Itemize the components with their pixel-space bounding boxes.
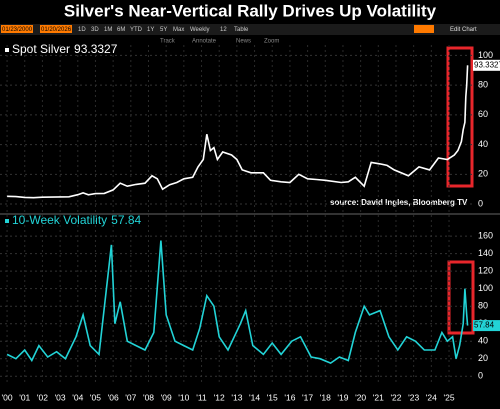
x-tick-label: '12 [214,392,225,402]
button-bg [414,25,434,33]
y-tick-label: 80 [478,301,488,311]
y-tick-label: 0 [478,198,483,208]
x-tick-label: '08 [143,392,154,402]
last-value-label: 57.84 [474,321,495,330]
source: source: David Ingles, Bloomberg TV [330,198,468,207]
x-tick-label: '01 [19,392,30,402]
end-date[interactable]: 01/20/2026 [41,27,72,33]
toolbar-button[interactable]: YTD [130,27,143,33]
chart-tool[interactable]: Track [160,39,176,45]
x-tick-label: '02 [37,392,48,402]
x-tick-label: '24 [426,392,437,402]
edit-chart[interactable]: Edit Chart [450,27,477,33]
toolbar-button[interactable]: 3D [91,27,99,33]
y-tick-label: 60 [478,109,488,119]
y-tick-label: 20 [478,353,488,363]
x-tick-label: '13 [231,392,242,402]
start-date[interactable]: 01/23/2000 [2,27,33,33]
x-tick-label: '09 [161,392,172,402]
y-tick-label: 40 [478,336,488,346]
x-tick-label: '17 [302,392,313,402]
x-tick-label: '11 [196,392,207,402]
date-box [1,25,33,33]
toolbar-button[interactable]: Max [173,27,184,33]
highlight-box [447,260,475,335]
x-tick-label: '21 [373,392,384,402]
y-tick-label: 100 [478,50,493,60]
y-tick-label: 100 [478,283,493,293]
date-box [40,25,72,33]
last-value-label: 93.3327 [474,60,500,69]
legend-value: 93.3327 [74,42,118,56]
highlight-box [446,46,474,188]
y-tick-label: 80 [478,80,488,90]
x-tick-label: '25 [443,392,454,402]
chart-tool[interactable]: Zoom [264,39,279,45]
series-line [7,65,469,199]
toolbar-button[interactable]: 12 [220,27,227,33]
legend-name: 10-Week Volatility [12,213,107,227]
toolbar-button[interactable]: 1Y [147,27,154,33]
x-tick-label: '04 [72,392,83,402]
x-tick-label: '10 [178,392,189,402]
y-tick-label: 40 [478,139,488,149]
legend-value: 57.84 [111,213,141,227]
last-value-bg [473,59,500,71]
toolbar-button[interactable]: Table [234,27,249,33]
toolbar [0,24,500,35]
x-tick-label: '07 [125,392,136,402]
y-tick-label: 0 [478,371,483,381]
toolbar-button[interactable]: 5Y [160,27,167,33]
toolbar-button[interactable]: 1D [78,27,86,33]
legend-swatch [5,48,9,52]
x-tick-label: '00 [2,392,13,402]
x-tick-label: '03 [55,392,66,402]
toolbar-button[interactable]: 6M [117,27,125,33]
x-tick-label: '20 [355,392,366,402]
headline: Silver's Near-Vertical Rally Drives Up V… [64,1,437,20]
y-tick-label: 160 [478,231,493,241]
toolbar-button[interactable]: 1M [104,27,112,33]
x-tick-label: '22 [390,392,401,402]
x-tick-label: '05 [90,392,101,402]
legend-swatch [5,219,9,223]
legend-name: Spot Silver [12,42,70,56]
x-tick-label: '23 [408,392,419,402]
series-line [6,240,469,365]
y-tick-label: 140 [478,248,493,258]
x-tick-label: '16 [284,392,295,402]
x-tick-label: '15 [267,392,278,402]
last-value-bg [473,320,500,332]
toolbar-button[interactable]: Weekly [190,27,210,33]
chart-tool[interactable]: News [236,39,251,45]
x-tick-label: '19 [337,392,348,402]
x-tick-label: '18 [320,392,331,402]
chart-tool[interactable]: Annotate [192,39,217,45]
y-tick-label: 120 [478,266,493,276]
y-tick-label: 20 [478,169,488,179]
x-tick-label: '14 [249,392,260,402]
x-tick-label: '06 [108,392,119,402]
